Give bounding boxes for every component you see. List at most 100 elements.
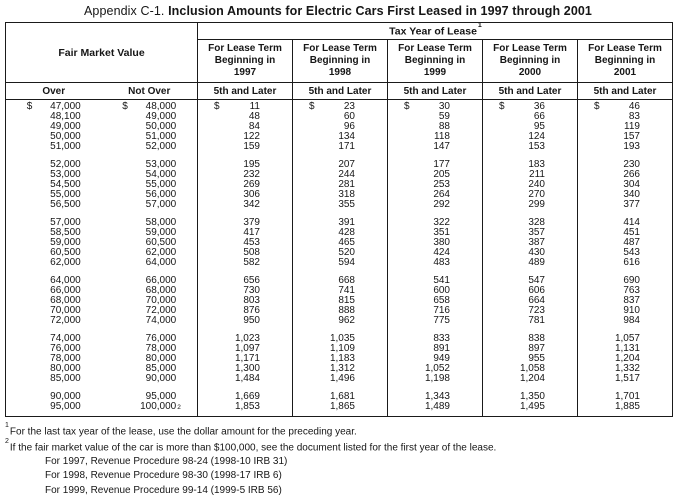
amount-cell-1997: 1,669 (197, 384, 293, 402)
amount-cell-2001: 377 (576, 200, 673, 210)
not-over-cell: $48,000 (122, 101, 177, 112)
footnote-ref-1: 1 (477, 21, 482, 29)
row-group: 52,000 53,000 195 207 177 183 230 53,000 54,000 2… (6, 152, 673, 210)
over-cell: 72,000 (50, 315, 81, 326)
amount-cell-1997: 342 (197, 200, 293, 210)
not-over-cell: 50,000 (145, 121, 177, 132)
not-over-cell: 90,000 (145, 373, 177, 384)
over-cell: 90,000 (50, 391, 81, 402)
table-row: 85,000 90,000 1,484 1,496 1,198 1,204 1,517 (6, 374, 673, 384)
not-over-header: Not Over (101, 82, 198, 100)
dollar-sign: $ (309, 101, 315, 112)
amount-cell-2001: 837 (576, 296, 673, 306)
amount-cell-1997: 582 (197, 258, 293, 268)
amount-cell-2001: 1,057 (576, 326, 673, 344)
amount-cell-1999: 380 (387, 238, 483, 248)
amount-cell-1998: 134 (292, 132, 388, 142)
not-over-cell: 100,000 2 (140, 401, 181, 412)
amount-cell-2000: $36 (482, 99, 578, 112)
amount-cell-1999: 424 (387, 248, 483, 258)
amount-cell-2000: 270 (482, 190, 578, 200)
amount-cell-1997: 1,853 (197, 402, 293, 417)
amount-cell-2001: 543 (576, 248, 673, 258)
term-header-1997: 5th and Later (197, 82, 293, 100)
over-cell: 76,000 (50, 343, 81, 354)
amount-cell-2000: 124 (482, 132, 578, 142)
amount-cell-1998: 741 (292, 286, 388, 296)
amount-cell-1999: 1,489 (387, 402, 483, 417)
lease-term-header-1997: For Lease Term Beginning in 1997 (197, 39, 293, 83)
amount-cell-1998: 318 (292, 190, 388, 200)
amount-cell-2000: 781 (482, 316, 578, 326)
amount-cell-2001: 266 (576, 170, 673, 180)
over-cell: 95,000 (50, 401, 81, 412)
amount-cell-2000: 240 (482, 180, 578, 190)
amount-cell-2000: 1,204 (482, 374, 578, 384)
amount-cell-2001: 83 (576, 112, 673, 122)
amount-cell-1998: 594 (292, 258, 388, 268)
not-over-cell: 51,000 (145, 131, 177, 142)
table-row: 90,000 95,000 1,669 1,681 1,343 1,350 1,701 (6, 384, 673, 402)
amount-cell-1998: 1,681 (292, 384, 388, 402)
row-group: 57,000 58,000 379 391 322 328 414 58,500 59,000 4… (6, 210, 673, 268)
over-cell: 70,000 (50, 305, 81, 316)
dollar-sign: $ (214, 101, 220, 112)
over-cell: 52,000 (50, 159, 81, 170)
amount-cell-1999: 833 (387, 326, 483, 344)
over-cell: 58,500 (50, 227, 81, 238)
over-cell: 68,000 (50, 295, 81, 306)
table-row: 51,000 52,000 159 171 147 153 193 (6, 142, 673, 152)
revenue-procedure-reference: For 1999, Revenue Procedure 99-14 (1999-… (45, 484, 282, 496)
amount-cell-1998: 520 (292, 248, 388, 258)
table-row: 49,000 50,000 84 96 88 95 119 (6, 122, 673, 132)
not-over-cell: 68,000 (145, 285, 177, 296)
amount-cell-1999: 292 (387, 200, 483, 210)
amount-cell-1999: 716 (387, 306, 483, 316)
not-over-cell: 80,000 (145, 353, 177, 364)
amount-cell-2000: 66 (482, 112, 578, 122)
amount-cell-2001: 119 (576, 122, 673, 132)
amount-cell-1999: 177 (387, 152, 483, 170)
amount-cell-1997: 48 (197, 112, 293, 122)
amount-cell-1999: $30 (387, 99, 483, 112)
amount-cell-1999: 541 (387, 268, 483, 286)
amount-cell-2000: 430 (482, 248, 578, 258)
amount-cell-1999: 205 (387, 170, 483, 180)
table-row: 80,000 85,000 1,300 1,312 1,052 1,058 1,332 (6, 364, 673, 374)
not-over-cell: 64,000 (145, 257, 177, 268)
not-over-cell: 49,000 (145, 111, 177, 122)
amount-cell-1997: 1,484 (197, 374, 293, 384)
amount-cell-2001: 1,885 (576, 402, 673, 417)
amount-cell-1997: 876 (197, 306, 293, 316)
footnotes: 1For the last tax year of the lease, use… (5, 422, 676, 496)
over-cell: $47,000 (26, 101, 81, 112)
over-cell: 78,000 (50, 353, 81, 364)
amount-cell-2001: 1,131 (576, 344, 673, 354)
table-header: Fair Market Value Tax Year of Lease1 For… (5, 21, 674, 100)
dollar-sign: $ (122, 101, 128, 112)
table-row: 58,500 59,000 417 428 351 357 451 (6, 228, 673, 238)
amount-cell-1998: 355 (292, 200, 388, 210)
amount-cell-1998: 1,183 (292, 354, 388, 364)
footnote-1: 1For the last tax year of the lease, use… (5, 422, 357, 438)
table-row: 64,000 66,000 656 668 541 547 690 (6, 268, 673, 286)
amount-cell-2000: 489 (482, 258, 578, 268)
amount-cell-2000: 1,350 (482, 384, 578, 402)
lease-term-header-2001: For Lease Term Beginning in 2001 (576, 39, 674, 83)
title-prefix: Appendix C-1. (83, 4, 165, 18)
amount-cell-1997: 417 (197, 228, 293, 238)
amount-cell-1999: 351 (387, 228, 483, 238)
amount-cell-1998: 244 (292, 170, 388, 180)
over-cell: 66,000 (50, 285, 81, 296)
table-title: Appendix C-1. Inclusion Amounts for Elec… (0, 0, 676, 18)
amount-cell-2001: 230 (576, 152, 673, 170)
tax-year-of-lease-header: Tax Year of Lease1 (196, 21, 674, 40)
amount-cell-2001: 1,204 (576, 354, 673, 364)
amount-cell-1999: 264 (387, 190, 483, 200)
over-cell: 85,000 (50, 373, 81, 384)
lease-term-header-1998: For Lease Term Beginning in 1998 (292, 39, 388, 83)
amount-cell-2001: 193 (576, 142, 673, 152)
amount-cell-1998: 888 (292, 306, 388, 316)
not-over-cell: 52,000 (145, 141, 177, 152)
